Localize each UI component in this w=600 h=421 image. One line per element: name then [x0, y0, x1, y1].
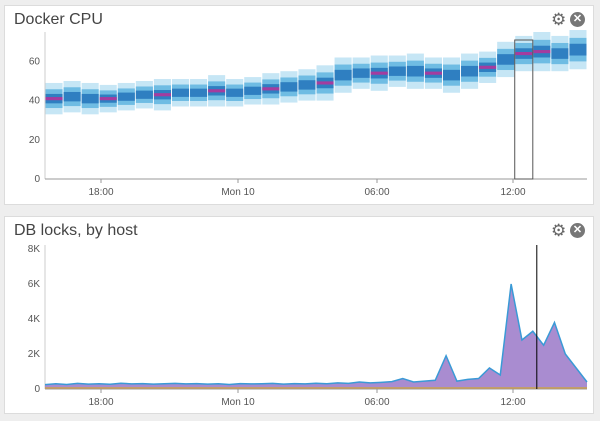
heatmap-cell [190, 88, 208, 97]
x-tick-label: 12:00 [500, 397, 525, 408]
heatmap-cell [135, 90, 153, 99]
heatmap-cell [63, 91, 81, 102]
heatmap-cell [352, 68, 370, 78]
y-tick-label: 8K [28, 244, 41, 255]
heatmap-cell [406, 65, 424, 77]
x-tick-label: 06:00 [364, 187, 389, 198]
heatmap-peak-cell [153, 93, 171, 97]
x-tick-label: 18:00 [88, 187, 113, 198]
heatmap-cell [569, 43, 587, 56]
heatmap-peak-cell [370, 71, 388, 75]
widget-title: Docker CPU [14, 11, 103, 28]
y-tick-label: 40 [29, 96, 41, 107]
y-tick-label: 20 [29, 135, 41, 146]
y-tick-label: 4K [28, 314, 41, 325]
heatmap-cell [388, 66, 406, 76]
heatmap-peak-cell [262, 87, 280, 91]
y-tick-label: 6K [28, 279, 41, 290]
docker-cpu-heatmap[interactable]: 0 20 40 60 18:00 Mon 10 06:00 12:00 [5, 6, 593, 204]
heatmap-cell [226, 88, 244, 97]
heatmap-peak-cell [99, 97, 117, 101]
heatmap-peak-cell [45, 97, 63, 101]
y-tick-label: 0 [34, 174, 40, 185]
db-locks-area-chart[interactable]: 0 2K 4K 6K 8K 18:00 Mon 10 06:00 12:00 [5, 217, 593, 413]
heatmap-cell [81, 93, 99, 104]
heatmap-cell [442, 69, 461, 81]
y-tick-label: 0 [34, 384, 40, 395]
y-tick-label: 2K [28, 349, 41, 360]
close-icon[interactable]: ✕ [570, 12, 585, 27]
x-tick-label: 18:00 [88, 397, 113, 408]
heatmap-peak-cell [424, 71, 442, 75]
docker-cpu-widget: Docker CPU ⚙ ✕ 0 20 40 60 18:00 Mon 10 06:00 12… [4, 5, 594, 205]
x-tick-label: 12:00 [500, 187, 525, 198]
heatmap-cell [244, 86, 262, 95]
heatmap-cell [171, 88, 190, 97]
heatmap-peak-cell [479, 65, 497, 69]
heatmap-cell [117, 92, 135, 101]
heatmap-cell [461, 65, 479, 77]
x-tick-label: Mon 10 [221, 187, 255, 198]
x-tick-label: Mon 10 [221, 397, 255, 408]
heatmap-cell [280, 82, 298, 92]
close-icon[interactable]: ✕ [570, 223, 585, 238]
heatmap-cell [497, 54, 515, 65]
db-locks-widget: DB locks, by host ⚙ ✕ 0 2K 4K 6K 8K 18:00 Mon … [4, 216, 594, 414]
x-tick-label: 06:00 [364, 397, 389, 408]
y-tick-label: 60 [29, 56, 41, 67]
gear-icon[interactable]: ⚙ [551, 10, 567, 29]
gear-icon[interactable]: ⚙ [551, 221, 567, 240]
widget-title: DB locks, by host [14, 222, 138, 239]
heatmap-peak-cell [208, 89, 226, 93]
series-line [44, 283, 588, 386]
area-fill [45, 284, 587, 389]
heatmap-cell [334, 69, 352, 81]
heatmap-peak-cell [515, 51, 533, 56]
heatmap-peak-cell [316, 81, 334, 85]
heatmap-cell [551, 48, 569, 59]
cursor-highlight [514, 39, 534, 180]
heatmap-cell [298, 80, 316, 90]
heatmap-peak-cell [533, 50, 551, 54]
